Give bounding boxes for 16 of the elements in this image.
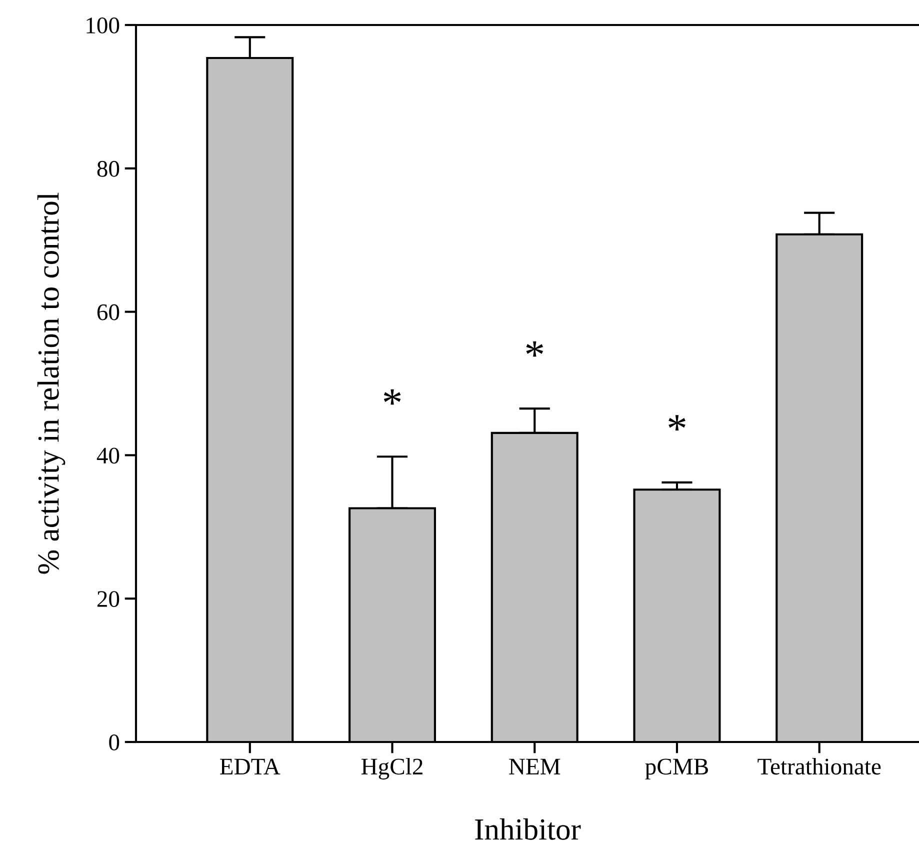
annotation: *: [668, 415, 686, 430]
x-tick-label: EDTA: [220, 758, 280, 774]
x-tick-label: Tetrathionate: [758, 758, 881, 775]
y-axis-title: % activity in relation to control: [37, 192, 66, 574]
y-tick-label: 40: [96, 448, 120, 464]
annotation: *: [384, 389, 401, 405]
x-tick-label: pCMB: [645, 758, 708, 780]
y-tick-label: 80: [97, 160, 120, 177]
y-tick-label: 60: [97, 304, 120, 320]
y-tick-label: 0: [109, 734, 120, 750]
x-tick-label: NEM: [509, 758, 560, 774]
y-tick-label: 100: [86, 17, 120, 34]
annotation: *: [526, 341, 544, 357]
x-axis-title: Inhibitor: [475, 818, 581, 840]
y-tick-label: 20: [97, 591, 120, 608]
x-tick-label: HgCl2: [361, 758, 422, 780]
